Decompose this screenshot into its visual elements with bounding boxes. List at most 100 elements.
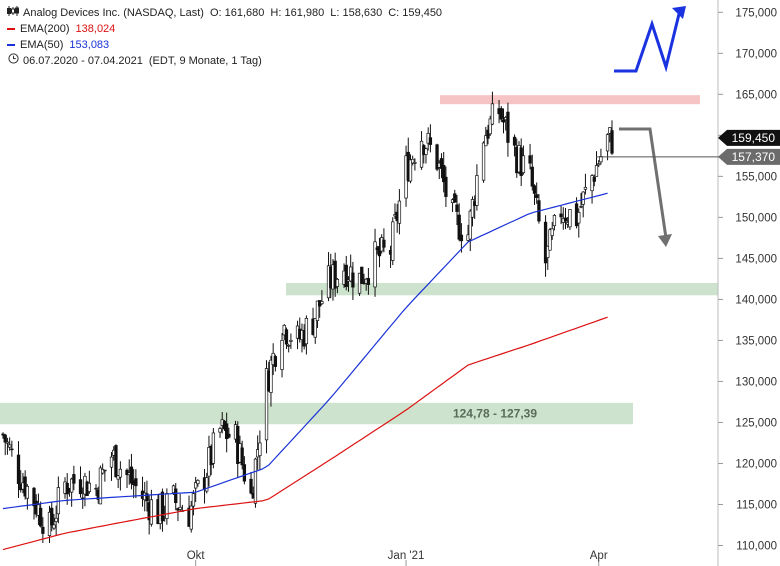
candle-body	[468, 210, 472, 240]
candle-body	[444, 176, 448, 197]
second-price-label: 157,370	[732, 150, 776, 164]
candle-body	[249, 478, 253, 494]
candle-body	[72, 474, 76, 484]
candle-body	[134, 478, 138, 487]
y-tick-label: 110,000	[736, 540, 777, 552]
candle-body	[165, 493, 169, 519]
legend-low: L: 158,630	[330, 7, 383, 19]
legend-high: H: 161,980	[270, 7, 325, 19]
candle-body	[16, 454, 21, 484]
candle-body	[543, 221, 548, 264]
candle-body	[546, 245, 550, 258]
candlesticks	[1, 91, 614, 544]
legend-ema50-value: 153,083	[69, 39, 110, 51]
ema-lines	[2, 192, 608, 551]
candle-body	[351, 272, 355, 288]
candle-body	[98, 467, 103, 505]
ema50-line	[2, 192, 608, 510]
legend-ema200-value: 138,024	[75, 23, 116, 35]
candle-body	[391, 221, 395, 261]
candle-body	[535, 194, 539, 198]
candle-body	[488, 118, 492, 135]
candle-body	[41, 526, 45, 534]
candle-body	[490, 103, 495, 125]
candle-body	[577, 212, 581, 224]
candle-body	[174, 488, 178, 504]
candle-body	[457, 214, 461, 240]
zone-resistance-0	[440, 95, 700, 105]
candle-body	[87, 482, 92, 492]
y-tick-label: 165,000	[735, 89, 777, 101]
candle-body	[242, 464, 247, 482]
legend-range-note: (EDT, 9 Monate, 1 Tag)	[148, 55, 262, 67]
price-tags: 159,450 157,370	[596, 129, 780, 165]
y-tick-label: 150,000	[735, 212, 777, 224]
candle-body	[145, 493, 149, 502]
candle-body	[118, 468, 123, 478]
candle-body	[253, 458, 258, 504]
candle-body	[470, 199, 475, 218]
candle-body	[481, 142, 486, 181]
candle-body	[52, 524, 56, 529]
candle-body	[284, 329, 289, 345]
ema200-line	[2, 316, 608, 551]
x-tick-label: Apr	[590, 550, 608, 562]
candle-body	[583, 186, 588, 190]
legend-ema200-row: EMA(200) 138,024	[6, 21, 442, 37]
candle-body	[78, 479, 83, 495]
bearish-arrow-head	[658, 234, 672, 247]
candle-body	[453, 193, 457, 203]
candle-body	[501, 119, 506, 123]
second-price-tag	[718, 148, 780, 165]
candle-body	[3, 434, 7, 443]
legend-instrument-row: Analog Devices Inc. (NASDAQ, Last) O: 16…	[6, 5, 442, 21]
candle-body	[442, 165, 446, 183]
candle-body	[373, 241, 377, 288]
candle-body	[178, 506, 182, 510]
candle-body	[258, 442, 262, 457]
bullish-arrow-path	[614, 9, 682, 73]
candle-body	[10, 448, 14, 451]
zone-labels: 124,78 - 127,39	[453, 407, 537, 421]
candle-body	[196, 480, 200, 485]
candle-body	[424, 148, 428, 155]
candle-body	[594, 165, 599, 177]
candle-body	[269, 359, 273, 393]
candle-body	[225, 423, 229, 440]
y-tick-label: 120,000	[735, 458, 777, 470]
candle-body	[1, 433, 5, 436]
candle-body	[320, 301, 324, 305]
clock-icon	[6, 53, 20, 69]
candle-body	[129, 466, 134, 484]
candle-body	[439, 158, 444, 169]
y-tick-label: 115,000	[736, 499, 777, 511]
candle-body	[506, 111, 510, 143]
candle-body	[32, 487, 36, 507]
zone-label: 124,78 - 127,39	[453, 407, 537, 421]
candle-body	[304, 318, 309, 345]
candle-body	[512, 136, 517, 146]
candle-body	[5, 441, 10, 444]
x-tick-label: Okt	[187, 550, 206, 562]
candle-body	[7, 444, 12, 448]
last-price-label: 159,450	[732, 131, 776, 145]
candle-body	[499, 108, 503, 120]
candle-body	[280, 340, 284, 370]
candle-body	[397, 200, 402, 224]
y-tick-label: 145,000	[735, 253, 777, 265]
candle-body	[408, 159, 413, 182]
candle-body	[109, 456, 114, 468]
candle-body	[50, 507, 54, 526]
y-tick-label: 155,000	[735, 171, 777, 183]
legend-open: O: 161,680	[209, 7, 265, 19]
candle-body	[205, 477, 209, 492]
candle-body	[264, 368, 269, 441]
legend-close: C: 159,450	[388, 7, 443, 19]
candle-body	[114, 445, 118, 478]
candle-body	[459, 234, 464, 242]
x-axis-ticks: Okt Jan '21 Apr	[187, 550, 608, 566]
candle-body	[550, 228, 554, 236]
candlestick-icon	[6, 5, 20, 21]
candle-body	[590, 175, 594, 192]
candle-body	[382, 239, 386, 248]
